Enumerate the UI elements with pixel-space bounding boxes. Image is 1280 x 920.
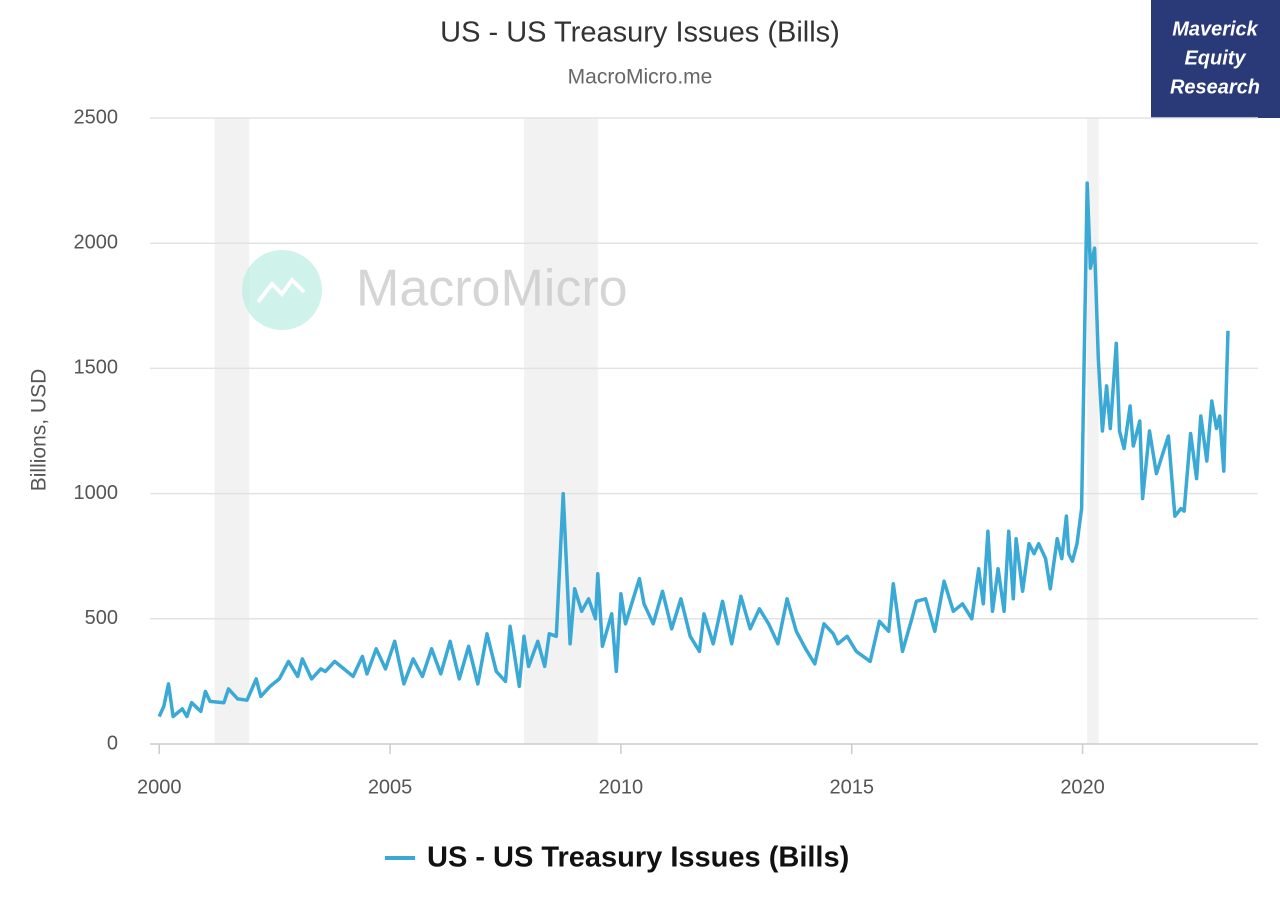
x-tick-label: 2000	[137, 776, 182, 798]
watermark: MacroMicro	[242, 250, 628, 330]
series-line	[157, 181, 1230, 719]
y-axis-label: Billions, USD	[28, 369, 51, 492]
y-tick-label: 2500	[74, 106, 119, 128]
legend-label: US - US Treasury Issues (Bills)	[427, 842, 849, 874]
branding-text: Equity	[1184, 47, 1246, 69]
y-tick-label: 1500	[74, 357, 119, 379]
x-tick-label: 2020	[1060, 776, 1105, 798]
chart-subtitle: MacroMicro.me	[568, 66, 713, 89]
x-tick-label: 2010	[599, 776, 644, 798]
watermark-icon	[256, 276, 306, 304]
recession-band	[523, 118, 598, 744]
branding-text: Research	[1170, 76, 1260, 98]
watermark-text: MacroMicro	[356, 260, 628, 318]
x-tick-label: 2015	[829, 776, 874, 798]
chart-title: US - US Treasury Issues (Bills)	[440, 17, 840, 49]
y-tick-label: 0	[107, 732, 118, 754]
recession-band	[214, 118, 250, 744]
y-tick-label: 1000	[74, 482, 119, 504]
recession-band	[1087, 118, 1099, 744]
branding-box	[1151, 0, 1280, 118]
watermark-logo	[242, 250, 322, 330]
y-tick-label: 2000	[74, 231, 119, 253]
y-tick-label: 500	[85, 607, 118, 629]
x-tick-label: 2005	[368, 776, 413, 798]
branding-text: Maverick	[1172, 18, 1258, 40]
